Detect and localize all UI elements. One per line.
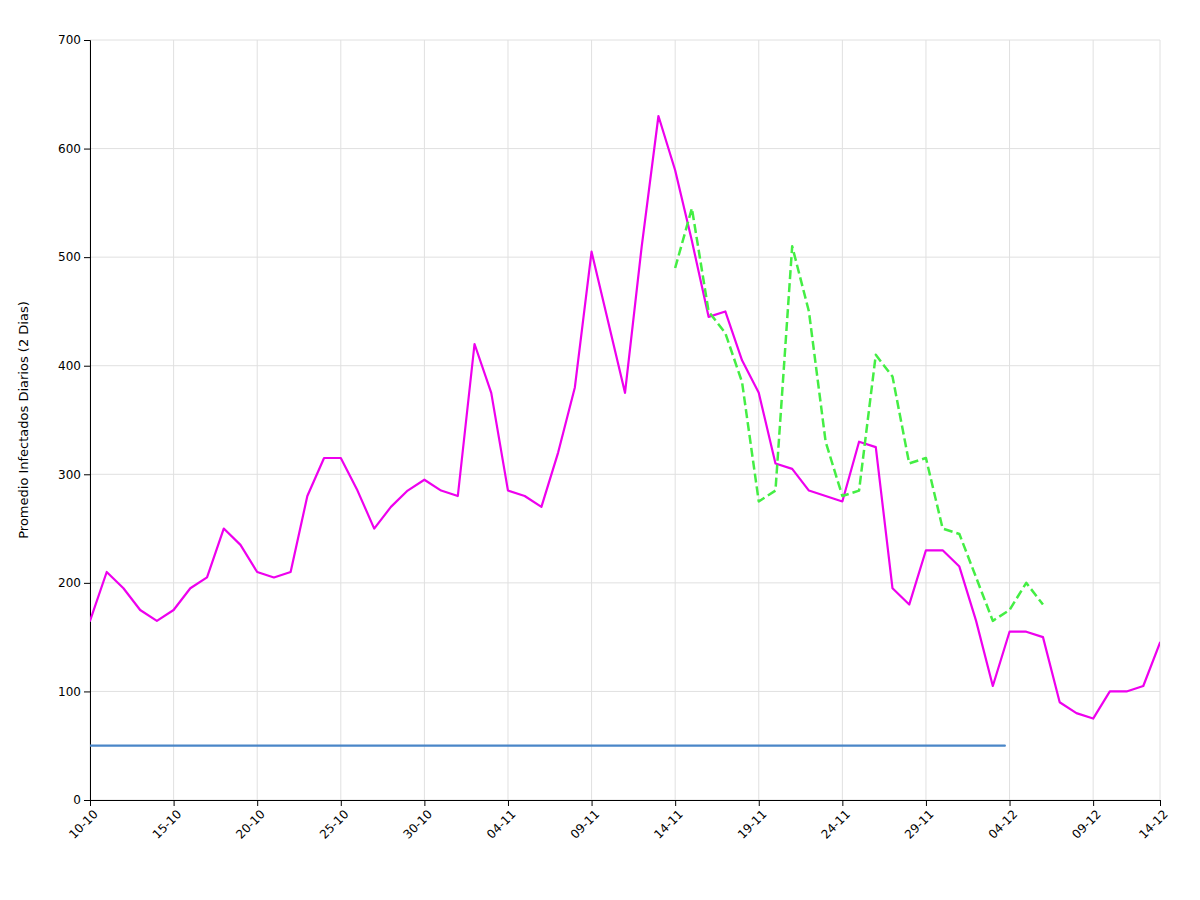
tick-mark	[1010, 800, 1011, 806]
tick-mark	[341, 800, 342, 806]
lines	[90, 116, 1160, 746]
tick: 30-10	[400, 800, 435, 842]
tick-mark	[1160, 800, 1161, 806]
grid-line-x	[1093, 40, 1094, 800]
tick-label: 09-12	[1069, 807, 1104, 842]
tick: 09-11	[568, 800, 603, 842]
tick-mark	[675, 800, 676, 806]
tick-label: 20-10	[233, 807, 268, 842]
tick-label: 14-12	[1136, 807, 1171, 842]
tick-label: 30-10	[400, 807, 435, 842]
tick-mark	[174, 800, 175, 806]
grid-line-x	[507, 40, 508, 800]
tick: 700	[58, 33, 90, 47]
chart: 10-10 15-10 20-10 25-10 30-10 04-11 09-11 14-11…	[0, 0, 1200, 900]
tick-label: 29-11	[902, 807, 937, 842]
tick-mark	[759, 800, 760, 806]
grid-line-y	[90, 257, 1160, 258]
tick: 15-10	[150, 800, 185, 842]
tick-mark	[592, 800, 593, 806]
tick-mark	[84, 257, 90, 258]
grid-line-x	[424, 40, 425, 800]
grid-line-x	[842, 40, 843, 800]
x-axis: 10-10 15-10 20-10 25-10 30-10 04-11 09-11 14-11…	[66, 800, 1171, 842]
tick-label: 24-11	[818, 807, 853, 842]
tick-mark	[84, 583, 90, 584]
tick: 04-11	[484, 800, 519, 842]
tick-mark	[84, 474, 90, 475]
tick: 500	[58, 250, 90, 264]
grid-line-x	[675, 40, 676, 800]
grid-line-y	[90, 365, 1160, 366]
tick: 04-12	[986, 800, 1021, 842]
grid-line-y	[90, 691, 1160, 692]
grid	[90, 40, 1160, 800]
tick-mark	[257, 800, 258, 806]
tick-mark	[84, 149, 90, 150]
tick-mark	[926, 800, 927, 806]
tick-mark	[84, 366, 90, 367]
tick-label: 700	[58, 33, 81, 47]
grid-line-x	[1160, 40, 1161, 800]
tick: 14-12	[1136, 800, 1171, 842]
tick-label: 09-11	[568, 807, 603, 842]
tick-label: 100	[58, 685, 81, 699]
tick-mark	[508, 800, 509, 806]
tick-label: 600	[58, 142, 81, 156]
axis-domain	[91, 801, 1161, 807]
tick-label: 25-10	[317, 807, 352, 842]
y-axis: 0 100 200 300 400 500 600 700	[58, 33, 90, 807]
grid-line-x	[925, 40, 926, 800]
tick-label: 300	[58, 468, 81, 482]
tick: 0	[73, 793, 90, 807]
tick: 14-11	[651, 800, 686, 842]
tick-label: 14-11	[651, 807, 686, 842]
grid-line-y	[90, 40, 1160, 41]
grid-line-x	[257, 40, 258, 800]
tick-label: 0	[73, 793, 81, 807]
axis-domain	[84, 41, 91, 801]
tick: 600	[58, 142, 90, 156]
tick-mark	[84, 40, 90, 41]
grid-line-x	[340, 40, 341, 800]
grid-line-y	[90, 148, 1160, 149]
tick-label: 10-10	[66, 807, 101, 842]
grid-line-x	[758, 40, 759, 800]
tick-mark	[424, 800, 425, 806]
y-axis-label: Promedio Infectados Diarios (2 Dias)	[16, 301, 31, 539]
tick: 09-12	[1069, 800, 1104, 842]
tick-label: 04-11	[484, 807, 519, 842]
grid-line-y	[90, 474, 1160, 475]
tick-label: 500	[58, 250, 81, 264]
grid-line-x	[173, 40, 174, 800]
series-line	[90, 116, 1160, 719]
tick-mark	[1093, 800, 1094, 806]
series-line	[90, 745, 1005, 747]
tick-mark	[84, 800, 90, 801]
series-line	[675, 208, 1043, 621]
tick-label: 400	[58, 359, 81, 373]
tick-label: 200	[58, 576, 81, 590]
tick-label: 04-12	[986, 807, 1021, 842]
tick: 20-10	[233, 800, 268, 842]
tick: 29-11	[902, 800, 937, 842]
tick-mark	[842, 800, 843, 806]
tick: 19-11	[735, 800, 770, 842]
tick: 24-11	[818, 800, 853, 842]
grid-line-x	[591, 40, 592, 800]
tick: 300	[58, 468, 90, 482]
tick-mark	[84, 691, 90, 692]
tick: 400	[58, 359, 90, 373]
tick: 200	[58, 576, 90, 590]
tick: 100	[58, 685, 90, 699]
tick: 10-10	[66, 800, 101, 842]
tick-label: 15-10	[150, 807, 185, 842]
grid-line-y	[90, 582, 1160, 583]
grid-line-x	[1009, 40, 1010, 800]
tick-label: 19-11	[735, 807, 770, 842]
tick: 25-10	[317, 800, 352, 842]
plot-area: 10-10 15-10 20-10 25-10 30-10 04-11 09-11 14-11…	[58, 33, 1171, 841]
